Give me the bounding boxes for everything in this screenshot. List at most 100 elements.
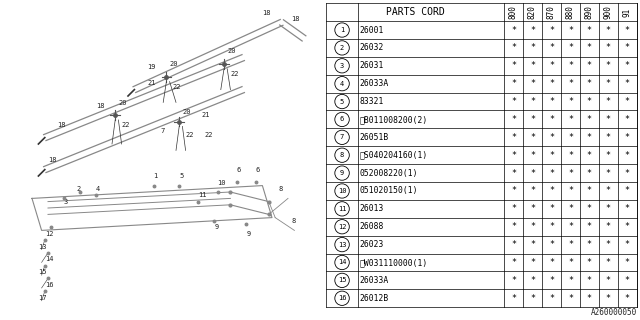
Text: *: *	[511, 79, 516, 88]
Text: *: *	[625, 61, 630, 70]
Text: *: *	[625, 97, 630, 106]
Text: *: *	[606, 240, 611, 249]
Text: 20: 20	[227, 48, 236, 54]
Text: 800: 800	[509, 5, 518, 19]
Text: *: *	[530, 258, 535, 267]
Text: 2: 2	[77, 186, 81, 192]
Text: 14: 14	[338, 260, 346, 266]
Text: 16: 16	[45, 282, 53, 288]
Text: 4: 4	[340, 81, 344, 87]
Text: *: *	[530, 240, 535, 249]
Text: *: *	[606, 79, 611, 88]
Text: *: *	[549, 79, 554, 88]
Text: *: *	[530, 97, 535, 106]
Text: *: *	[530, 222, 535, 231]
Text: *: *	[587, 133, 592, 142]
Text: *: *	[587, 204, 592, 213]
Text: *: *	[530, 169, 535, 178]
Text: 15: 15	[38, 269, 47, 275]
Text: 900: 900	[604, 5, 613, 19]
Text: *: *	[549, 133, 554, 142]
Text: *: *	[587, 26, 592, 35]
Text: *: *	[511, 240, 516, 249]
Text: *: *	[625, 240, 630, 249]
Text: *: *	[625, 79, 630, 88]
Text: *: *	[511, 151, 516, 160]
Text: *: *	[568, 133, 573, 142]
Text: 91: 91	[623, 7, 632, 17]
Text: 12: 12	[45, 231, 53, 237]
Text: *: *	[587, 115, 592, 124]
Text: *: *	[606, 276, 611, 285]
Text: *: *	[530, 133, 535, 142]
Text: 6: 6	[237, 167, 241, 173]
Text: 26033A: 26033A	[360, 276, 389, 285]
Text: 21: 21	[147, 80, 156, 86]
Text: 22: 22	[173, 84, 181, 90]
Text: *: *	[530, 204, 535, 213]
Text: 16: 16	[338, 295, 346, 301]
Text: 8: 8	[278, 186, 283, 192]
Text: 22: 22	[230, 71, 239, 77]
Text: *: *	[625, 294, 630, 303]
Text: *: *	[530, 115, 535, 124]
Text: *: *	[625, 276, 630, 285]
Text: *: *	[511, 26, 516, 35]
Text: 890: 890	[585, 5, 594, 19]
Text: 26013: 26013	[360, 204, 384, 213]
Text: *: *	[549, 222, 554, 231]
Text: *: *	[587, 258, 592, 267]
Text: *: *	[530, 44, 535, 52]
Text: A260000050: A260000050	[591, 308, 637, 317]
Text: *: *	[625, 115, 630, 124]
Text: 7: 7	[160, 128, 164, 134]
Text: *: *	[587, 44, 592, 52]
Text: 26001: 26001	[360, 26, 384, 35]
Text: *: *	[511, 61, 516, 70]
Text: 2: 2	[340, 45, 344, 51]
Text: *: *	[606, 133, 611, 142]
Text: *: *	[511, 187, 516, 196]
Text: *: *	[625, 222, 630, 231]
Text: *: *	[549, 204, 554, 213]
Text: *: *	[530, 276, 535, 285]
Text: *: *	[511, 97, 516, 106]
Text: 12: 12	[338, 224, 346, 230]
Text: *: *	[549, 258, 554, 267]
Text: 18: 18	[291, 16, 300, 22]
Text: *: *	[606, 151, 611, 160]
Text: 052008220(1): 052008220(1)	[360, 169, 419, 178]
Text: 4: 4	[96, 186, 100, 192]
Text: *: *	[530, 151, 535, 160]
Text: 10: 10	[218, 180, 226, 186]
Text: *: *	[568, 187, 573, 196]
Text: *: *	[568, 61, 573, 70]
Text: 870: 870	[547, 5, 556, 19]
Text: *: *	[511, 169, 516, 178]
Text: *: *	[625, 151, 630, 160]
Text: *: *	[568, 169, 573, 178]
Text: *: *	[625, 44, 630, 52]
Text: *: *	[625, 133, 630, 142]
Text: ⓈS040204160(1): ⓈS040204160(1)	[360, 151, 428, 160]
Text: 13: 13	[38, 244, 47, 250]
Text: 5: 5	[179, 173, 184, 179]
Text: 880: 880	[566, 5, 575, 19]
Text: 1: 1	[340, 27, 344, 33]
Text: 83321: 83321	[360, 97, 384, 106]
Text: *: *	[587, 187, 592, 196]
Text: *: *	[568, 115, 573, 124]
Text: *: *	[530, 294, 535, 303]
Text: *: *	[587, 79, 592, 88]
Text: *: *	[568, 258, 573, 267]
Text: *: *	[568, 204, 573, 213]
Text: *: *	[587, 97, 592, 106]
Text: *: *	[530, 61, 535, 70]
Text: 9: 9	[340, 170, 344, 176]
Text: *: *	[606, 61, 611, 70]
Text: *: *	[606, 169, 611, 178]
Text: *: *	[587, 151, 592, 160]
Text: *: *	[549, 26, 554, 35]
Text: 8: 8	[291, 218, 296, 224]
Text: *: *	[606, 187, 611, 196]
